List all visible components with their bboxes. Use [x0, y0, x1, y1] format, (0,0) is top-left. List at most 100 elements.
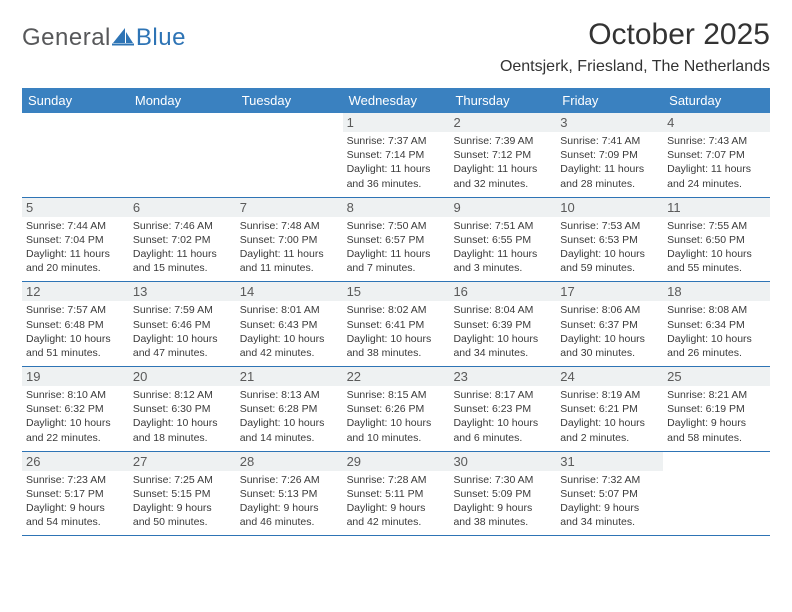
- day-number: 12: [22, 282, 129, 301]
- day-number: 31: [556, 452, 663, 471]
- day-cell: 26Sunrise: 7:23 AMSunset: 5:17 PMDayligh…: [22, 452, 129, 536]
- day-cell: 4 Sunrise: 7:43 AMSunset: 7:07 PMDaylight…: [663, 113, 770, 197]
- day-dl1: Daylight: 11 hours: [453, 247, 552, 261]
- week-row: 19Sunrise: 8:10 AMSunset: 6:32 PMDayligh…: [22, 367, 770, 452]
- day-cell: 14Sunrise: 8:01 AMSunset: 6:43 PMDayligh…: [236, 282, 343, 366]
- day-sr: Sunrise: 8:06 AM: [560, 303, 659, 317]
- day-dl2: and 54 minutes.: [26, 515, 125, 529]
- day-dl2: and 38 minutes.: [347, 346, 446, 360]
- day-dl1: Daylight: 11 hours: [347, 247, 446, 261]
- sail-icon: [112, 26, 134, 51]
- day-detail: Sunrise: 8:19 AMSunset: 6:21 PMDaylight:…: [560, 388, 659, 445]
- day-number: 11: [663, 198, 770, 217]
- day-dl1: Daylight: 11 hours: [453, 162, 552, 176]
- day-number: 3: [556, 113, 663, 132]
- day-number: 27: [129, 452, 236, 471]
- day-cell: 29 Sunrise: 7:28 AMSunset: 5:11 PMDayligh…: [343, 452, 450, 536]
- day-ss: Sunset: 7:07 PM: [667, 148, 766, 162]
- day-number: 29: [343, 452, 450, 471]
- day-dl1: Daylight: 10 hours: [240, 416, 339, 430]
- day-dl2: and 2 minutes.: [560, 431, 659, 445]
- day-ss: Sunset: 6:41 PM: [347, 318, 446, 332]
- day-ss: Sunset: 7:02 PM: [133, 233, 232, 247]
- day-number: 21: [236, 367, 343, 386]
- day-number: 18: [663, 282, 770, 301]
- day-dl2: and 34 minutes.: [560, 515, 659, 529]
- day-number: 4: [663, 113, 770, 132]
- day-detail: Sunrise: 7:57 AMSunset: 6:48 PMDaylight:…: [26, 303, 125, 360]
- day-sr: Sunrise: 8:21 AM: [667, 388, 766, 402]
- weekday-thu: Thursday: [449, 88, 556, 113]
- day-cell: 10Sunrise: 7:53 AMSunset: 6:53 PMDayligh…: [556, 198, 663, 282]
- day-sr: Sunrise: 8:10 AM: [26, 388, 125, 402]
- day-dl2: and 59 minutes.: [560, 261, 659, 275]
- day-ss: Sunset: 6:46 PM: [133, 318, 232, 332]
- weekday-tue: Tuesday: [236, 88, 343, 113]
- day-dl1: Daylight: 11 hours: [133, 247, 232, 261]
- day-cell: 5 Sunrise: 7:44 AMSunset: 7:04 PMDaylight…: [22, 198, 129, 282]
- day-detail: Sunrise: 7:23 AMSunset: 5:17 PMDaylight:…: [26, 473, 125, 530]
- day-dl1: Daylight: 11 hours: [26, 247, 125, 261]
- day-number: 30: [449, 452, 556, 471]
- day-cell: .: [22, 113, 129, 197]
- weekday-row: Sunday Monday Tuesday Wednesday Thursday…: [22, 88, 770, 113]
- day-sr: Sunrise: 7:59 AM: [133, 303, 232, 317]
- day-detail: Sunrise: 7:25 AMSunset: 5:15 PMDaylight:…: [133, 473, 232, 530]
- day-dl1: Daylight: 9 hours: [26, 501, 125, 515]
- day-number: 1: [343, 113, 450, 132]
- weeks-container: ...1Sunrise: 7:37 AMSunset: 7:14 PMDayli…: [22, 113, 770, 536]
- day-number: 6: [129, 198, 236, 217]
- day-dl1: Daylight: 10 hours: [26, 332, 125, 346]
- day-detail: Sunrise: 8:10 AMSunset: 6:32 PMDaylight:…: [26, 388, 125, 445]
- day-sr: Sunrise: 8:19 AM: [560, 388, 659, 402]
- day-sr: Sunrise: 7:26 AM: [240, 473, 339, 487]
- day-sr: Sunrise: 7:57 AM: [26, 303, 125, 317]
- day-cell: 16Sunrise: 8:04 AMSunset: 6:39 PMDayligh…: [449, 282, 556, 366]
- day-sr: Sunrise: 8:08 AM: [667, 303, 766, 317]
- day-detail: Sunrise: 7:43 AMSunset: 7:07 PMDaylight:…: [667, 134, 766, 191]
- day-detail: Sunrise: 7:28 AMSunset: 5:11 PMDaylight:…: [347, 473, 446, 530]
- day-detail: Sunrise: 8:17 AMSunset: 6:23 PMDaylight:…: [453, 388, 552, 445]
- day-ss: Sunset: 6:57 PM: [347, 233, 446, 247]
- weekday-wed: Wednesday: [343, 88, 450, 113]
- day-dl2: and 26 minutes.: [667, 346, 766, 360]
- title-block: October 2025 Oentsjerk, Friesland, The N…: [500, 18, 770, 76]
- day-dl2: and 3 minutes.: [453, 261, 552, 275]
- day-ss: Sunset: 6:39 PM: [453, 318, 552, 332]
- day-cell: 12 Sunrise: 7:57 AMSunset: 6:48 PMDayligh…: [22, 282, 129, 366]
- day-ss: Sunset: 6:55 PM: [453, 233, 552, 247]
- day-number: 5: [22, 198, 129, 217]
- day-cell: 13 Sunrise: 7:59 AMSunset: 6:46 PMDayligh…: [129, 282, 236, 366]
- day-number: 16: [449, 282, 556, 301]
- day-number: 9: [449, 198, 556, 217]
- day-ss: Sunset: 7:12 PM: [453, 148, 552, 162]
- day-number: 13: [129, 282, 236, 301]
- day-dl2: and 51 minutes.: [26, 346, 125, 360]
- weekday-fri: Friday: [556, 88, 663, 113]
- day-detail: Sunrise: 7:44 AMSunset: 7:04 PMDaylight:…: [26, 219, 125, 276]
- day-detail: Sunrise: 7:59 AMSunset: 6:46 PMDaylight:…: [133, 303, 232, 360]
- day-ss: Sunset: 7:00 PM: [240, 233, 339, 247]
- day-dl1: Daylight: 10 hours: [453, 416, 552, 430]
- day-cell: 6 Sunrise: 7:46 AMSunset: 7:02 PMDaylight…: [129, 198, 236, 282]
- day-cell: 7Sunrise: 7:48 AMSunset: 7:00 PMDaylight…: [236, 198, 343, 282]
- day-ss: Sunset: 7:04 PM: [26, 233, 125, 247]
- day-sr: Sunrise: 7:48 AM: [240, 219, 339, 233]
- day-number: 8: [343, 198, 450, 217]
- day-dl1: Daylight: 10 hours: [133, 416, 232, 430]
- day-ss: Sunset: 6:30 PM: [133, 402, 232, 416]
- day-ss: Sunset: 6:34 PM: [667, 318, 766, 332]
- day-ss: Sunset: 5:15 PM: [133, 487, 232, 501]
- day-dl1: Daylight: 10 hours: [133, 332, 232, 346]
- day-cell: 25Sunrise: 8:21 AMSunset: 6:19 PMDayligh…: [663, 367, 770, 451]
- day-dl2: and 34 minutes.: [453, 346, 552, 360]
- weekday-sun: Sunday: [22, 88, 129, 113]
- day-ss: Sunset: 5:09 PM: [453, 487, 552, 501]
- day-number: 23: [449, 367, 556, 386]
- day-cell: 8Sunrise: 7:50 AMSunset: 6:57 PMDaylight…: [343, 198, 450, 282]
- day-cell: 28Sunrise: 7:26 AMSunset: 5:13 PMDayligh…: [236, 452, 343, 536]
- day-sr: Sunrise: 7:46 AM: [133, 219, 232, 233]
- day-detail: Sunrise: 7:39 AMSunset: 7:12 PMDaylight:…: [453, 134, 552, 191]
- weekday-sat: Saturday: [663, 88, 770, 113]
- day-cell: 27 Sunrise: 7:25 AMSunset: 5:15 PMDayligh…: [129, 452, 236, 536]
